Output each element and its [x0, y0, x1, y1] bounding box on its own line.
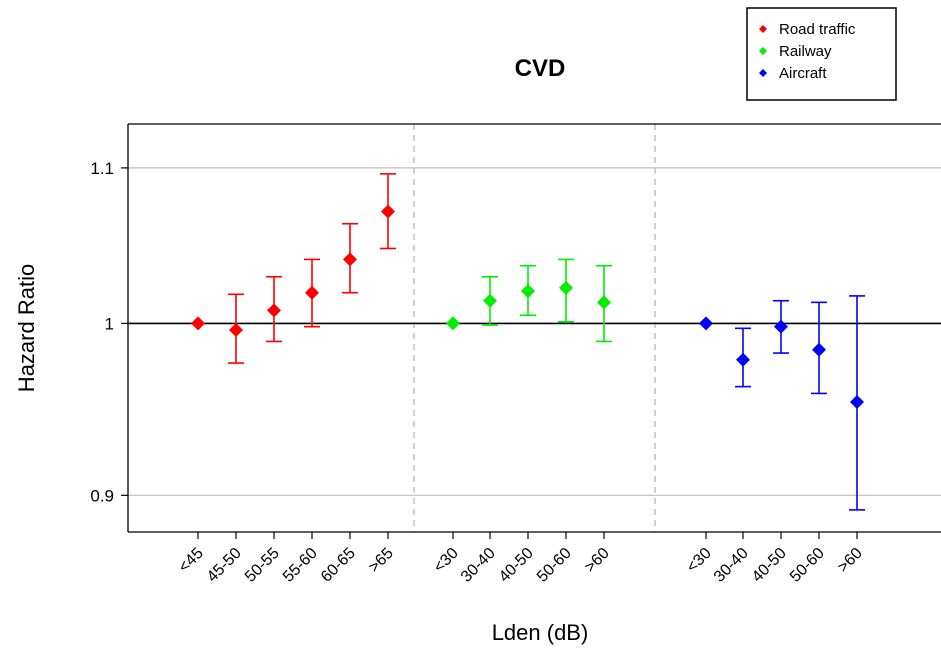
x-tick-label: <30 — [684, 545, 715, 576]
y-axis-label: Hazard Ratio — [14, 264, 39, 392]
data-point — [267, 303, 281, 318]
chart-title: CVD — [515, 55, 566, 82]
data-point — [699, 316, 713, 331]
x-tick-label: 30-40 — [711, 545, 752, 586]
x-tick-label: 60-65 — [318, 545, 359, 586]
data-point — [774, 319, 788, 334]
y-tick-label: 1.1 — [90, 159, 114, 178]
data-point — [191, 316, 205, 331]
legend-box — [746, 7, 897, 101]
data-point — [736, 352, 750, 367]
data-point — [343, 252, 357, 267]
legend-label: Aircraft — [779, 65, 827, 82]
data-point — [381, 204, 395, 219]
x-axis-label: Lden (dB) — [492, 620, 589, 645]
data-point — [229, 322, 243, 337]
y-tick-label: 1 — [105, 314, 114, 333]
y-tick-label: 0.9 — [90, 486, 114, 505]
data-point — [559, 280, 573, 295]
x-tick-label: 40-50 — [496, 545, 537, 586]
x-tick-label: <45 — [176, 545, 207, 576]
data-point — [305, 285, 319, 300]
x-tick-label: 50-60 — [534, 545, 575, 586]
data-point — [850, 394, 864, 409]
x-tick-label: 45-50 — [204, 545, 245, 586]
x-tick-label: 30-40 — [458, 545, 499, 586]
legend: Road traffic Railway Aircraft — [746, 7, 897, 101]
legend-label: Railway — [779, 43, 832, 60]
legend-marker — [759, 69, 767, 77]
x-tick-label: 40-50 — [749, 545, 790, 586]
legend-label: Road traffic — [779, 21, 856, 38]
x-tick-label: >60 — [835, 545, 866, 576]
x-tick-label: 55-60 — [280, 545, 321, 586]
x-tick-label: 50-60 — [787, 545, 828, 586]
data-point — [597, 295, 611, 310]
x-tick-label: >60 — [582, 545, 613, 576]
data-point — [483, 293, 497, 308]
data-point — [446, 316, 460, 331]
legend-marker — [759, 25, 767, 33]
data-point — [521, 284, 535, 299]
x-tick-label: >65 — [366, 545, 397, 576]
x-tick-label: 50-55 — [242, 545, 283, 586]
x-tick-label: <30 — [431, 545, 462, 576]
data-point — [812, 342, 826, 357]
legend-marker — [759, 47, 767, 55]
